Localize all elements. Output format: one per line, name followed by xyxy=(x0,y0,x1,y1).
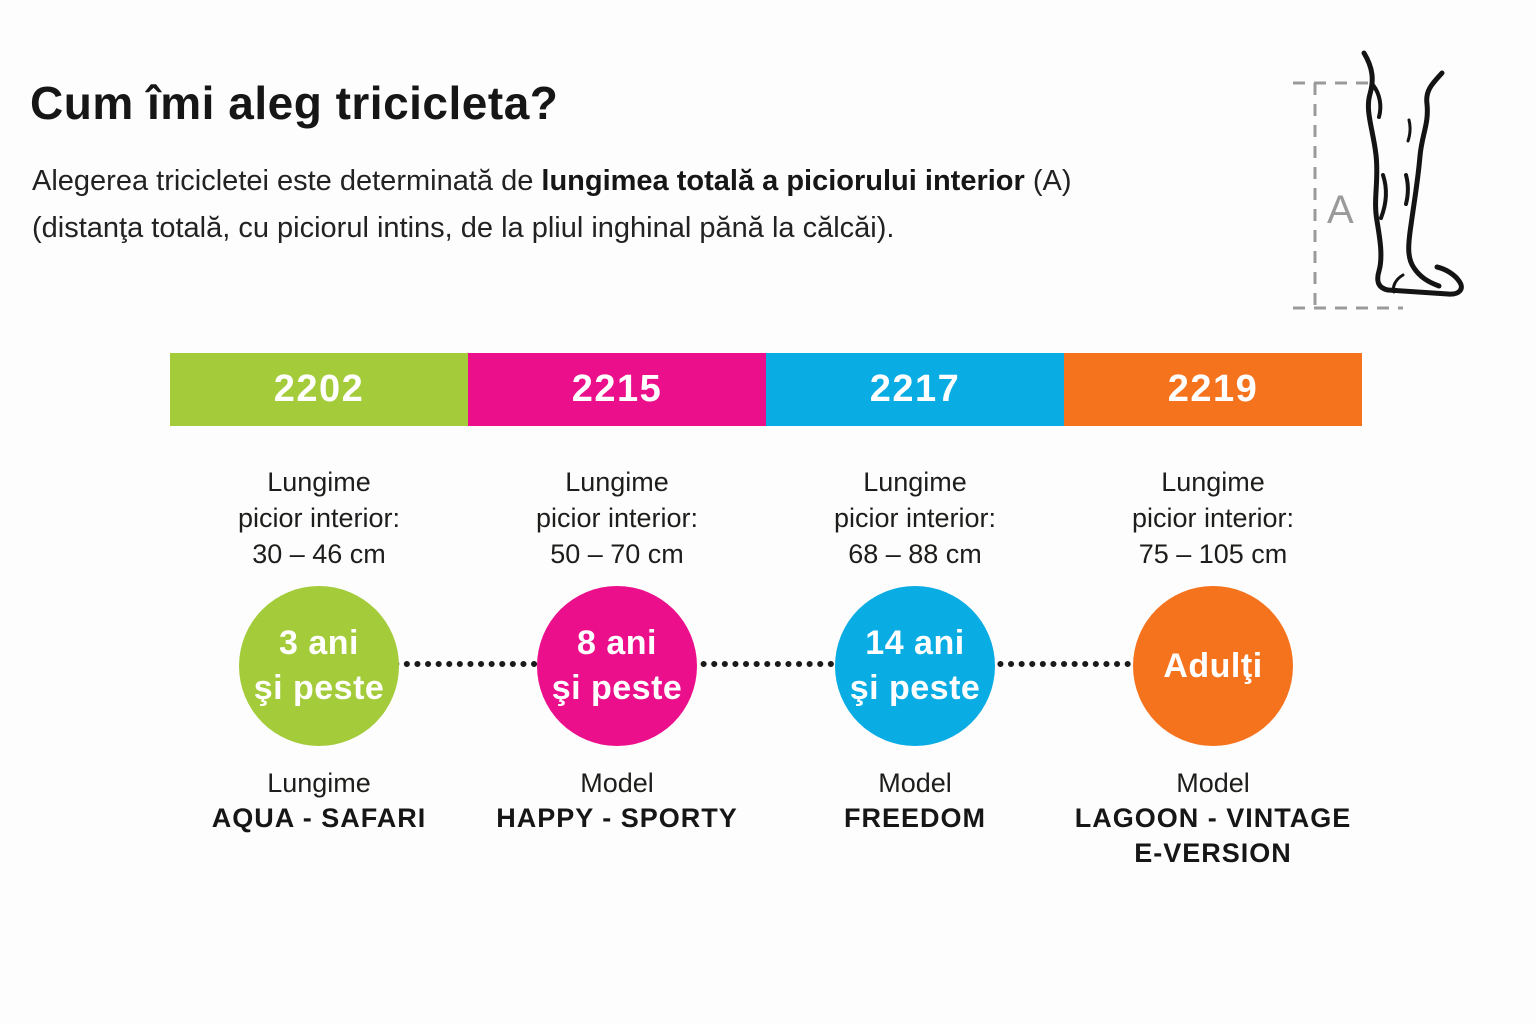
dimension-label-a: A xyxy=(1327,188,1354,232)
age-line2: şi peste xyxy=(551,669,683,707)
model-code-segment: 2215 xyxy=(468,353,766,426)
age-line1: 8 ani xyxy=(577,624,657,662)
model-code-segment: 2202 xyxy=(170,353,468,426)
model-label: Model xyxy=(878,768,952,798)
model-info-2217: Model FREEDOM xyxy=(766,766,1064,836)
length-range-2202: Lungime picior interior: 30 – 46 cm xyxy=(170,464,468,572)
model-code-segment: 2219 xyxy=(1064,353,1362,426)
model-code-segment: 2217 xyxy=(766,353,1064,426)
model-name-line2: E-VERSION xyxy=(1134,838,1292,868)
length-range-2217: Lungime picior interior: 68 – 88 cm xyxy=(766,464,1064,572)
model-name: HAPPY - SPORTY xyxy=(496,803,738,833)
model-info-2202: Lungime AQUA - SAFARI xyxy=(170,766,468,836)
length-range-value: 75 – 105 cm xyxy=(1138,539,1288,569)
intro-line1-suffix: (A) xyxy=(1024,165,1072,197)
model-label: Lungime xyxy=(267,768,371,798)
intro-line2: (distanţa totală, cu piciorul intins, de… xyxy=(32,212,895,244)
leg-illustration: A xyxy=(1293,50,1464,310)
length-range-value: 30 – 46 cm xyxy=(252,539,386,569)
age-line1: 14 ani xyxy=(865,624,965,662)
model-label: Model xyxy=(580,768,654,798)
length-label-line1: Lungime xyxy=(267,467,371,497)
length-range-2215: Lungime picior interior: 50 – 70 cm xyxy=(468,464,766,572)
age-line2: şi peste xyxy=(849,669,981,707)
age-circle-2215: 8 ani şi peste xyxy=(537,586,697,746)
model-label: Model xyxy=(1176,768,1250,798)
length-label-line2: picior interior: xyxy=(535,503,699,533)
page-title: Cum îmi aleg tricicleta? xyxy=(30,77,559,129)
age-circle-2217: 14 ani şi peste xyxy=(835,586,995,746)
age-circle-2202: 3 ani şi peste xyxy=(239,586,399,746)
length-label-line1: Lungime xyxy=(1161,467,1265,497)
model-info-2219: Model LAGOON - VINTAGE E-VERSION xyxy=(1064,766,1362,871)
length-label-line2: picior interior: xyxy=(833,503,997,533)
intro-line1-bold: lungimea totală a piciorului interior xyxy=(541,165,1025,197)
model-name: AQUA - SAFARI xyxy=(211,803,427,833)
intro-paragraph: Alegerea tricicletei este determinată de… xyxy=(32,158,1072,252)
intro-line1: Alegerea tricicletei este determinată de… xyxy=(32,158,1072,205)
model-info-2215: Model HAPPY - SPORTY xyxy=(468,766,766,836)
length-label-line1: Lungime xyxy=(565,467,669,497)
age-line1: 3 ani xyxy=(279,624,359,662)
intro-line1-regular: Alegerea tricicletei este determinată de xyxy=(32,165,542,197)
length-label-line2: picior interior: xyxy=(1131,503,1295,533)
length-range-value: 68 – 88 cm xyxy=(848,539,982,569)
length-label-line2: picior interior: xyxy=(237,503,401,533)
model-code-bar: 2202 2215 2217 2219 xyxy=(170,353,1362,426)
length-range-value: 50 – 70 cm xyxy=(550,539,684,569)
leg-outline xyxy=(1361,50,1464,297)
length-label-line1: Lungime xyxy=(863,467,967,497)
age-line1: Adulţi xyxy=(1163,646,1263,685)
model-name: LAGOON - VINTAGE xyxy=(1074,803,1352,833)
dotted-connector-line xyxy=(319,661,1213,667)
age-circle-2219: Adulţi xyxy=(1133,586,1293,746)
length-range-2219: Lungime picior interior: 75 – 105 cm xyxy=(1064,464,1362,572)
model-name: FREEDOM xyxy=(844,803,986,833)
age-line2: şi peste xyxy=(253,669,385,707)
